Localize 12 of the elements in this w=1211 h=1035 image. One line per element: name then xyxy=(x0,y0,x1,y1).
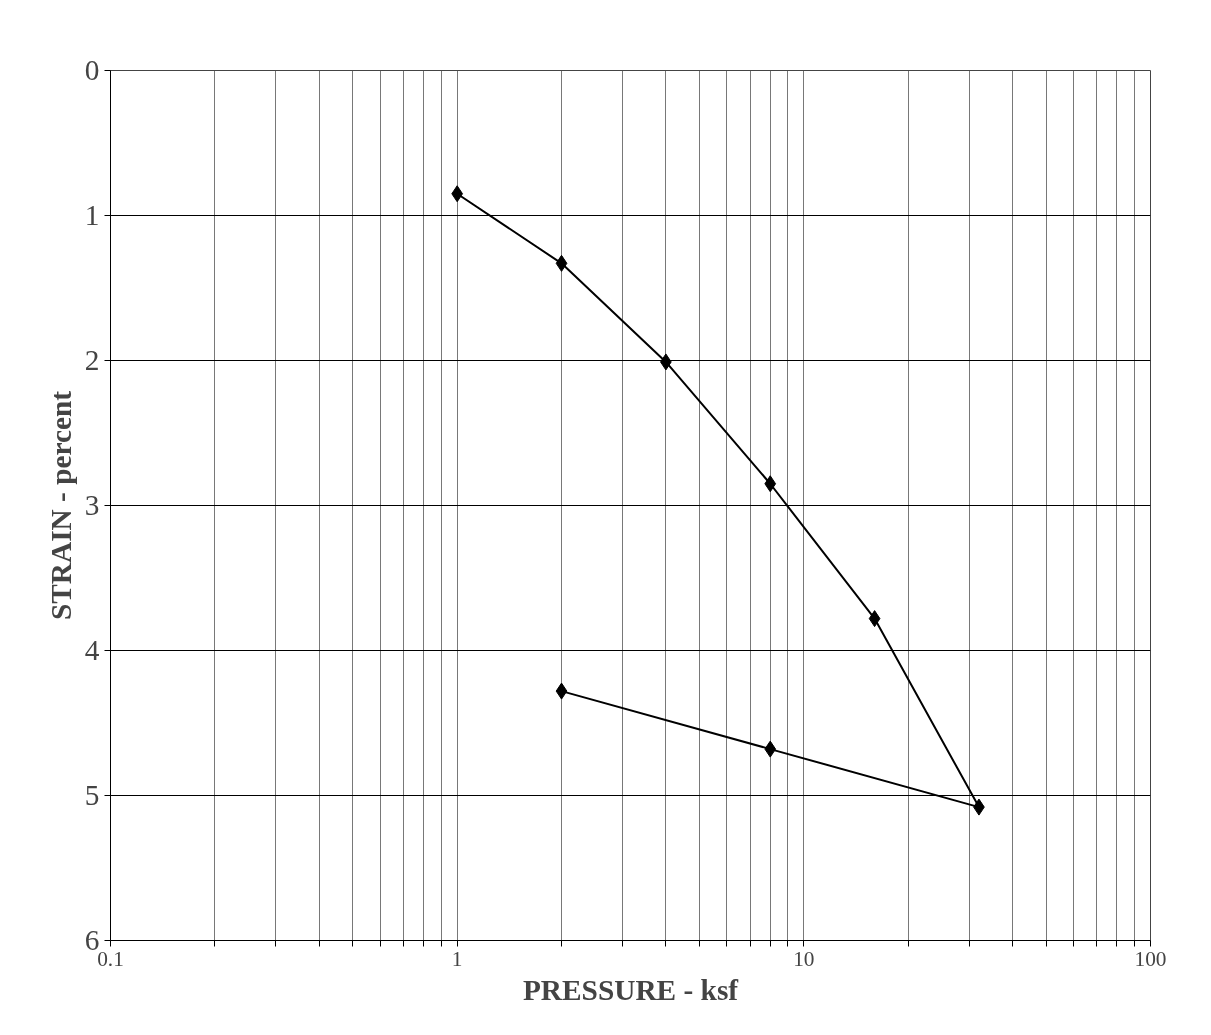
y-axis-title: STRAIN - percent xyxy=(44,390,77,621)
y-tick-label: 5 xyxy=(84,779,100,811)
y-tick-label: 1 xyxy=(84,199,100,231)
x-tick-label: 10 xyxy=(793,946,815,971)
x-axis-title: PRESSURE - ksf xyxy=(522,973,740,1006)
y-tick-label: 4 xyxy=(84,634,100,666)
x-tick-label: 100 xyxy=(1134,946,1167,971)
y-tick-label: 0 xyxy=(84,54,100,86)
x-tick-label: 1 xyxy=(451,946,463,971)
y-tick-label: 2 xyxy=(84,344,100,376)
y-tick-label: 3 xyxy=(84,489,100,521)
x-tick-label: 0.1 xyxy=(97,946,124,971)
